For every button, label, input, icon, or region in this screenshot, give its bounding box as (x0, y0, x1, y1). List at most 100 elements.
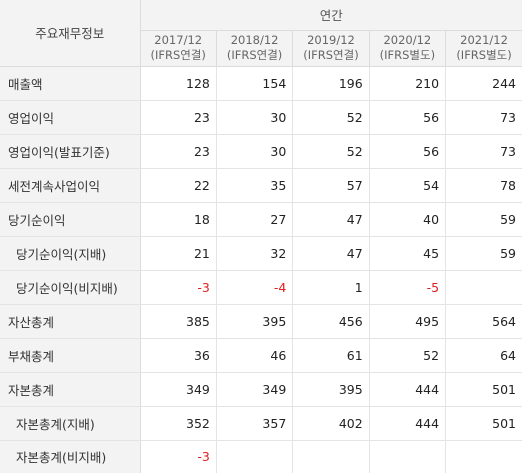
value-cell: 54 (369, 168, 447, 203)
value-cell (216, 440, 294, 473)
value-cell: 456 (292, 304, 370, 339)
annual-group-label: 연간 (140, 0, 522, 31)
table-row: 영업이익 23 30 52 56 73 (0, 100, 522, 135)
value-cell: 349 (140, 372, 217, 407)
column-header-2020-12: 2020/12 (IFRS별도) (369, 30, 447, 67)
value-cell: -4 (216, 270, 294, 305)
value-cell: 59 (445, 236, 522, 271)
table-row: 자본총계(비지배) -3 (0, 440, 522, 473)
row-label[interactable]: 영업이익 (0, 100, 141, 135)
column-period: 2021/12 (460, 33, 508, 47)
column-period: 2020/12 (383, 33, 432, 47)
value-cell: 61 (292, 338, 370, 373)
value-cell: 64 (445, 338, 522, 373)
value-cell: 501 (445, 372, 522, 407)
value-cell: 128 (140, 66, 217, 101)
value-cell: 40 (369, 202, 447, 237)
value-cell: -3 (140, 270, 217, 305)
value-cell: 349 (216, 372, 294, 407)
value-cell: 1 (292, 270, 370, 305)
value-cell: 27 (216, 202, 294, 237)
table-row: 자산총계 385 395 456 495 564 (0, 304, 522, 339)
table-header: 주요재무정보 연간 2017/12 (IFRS연결) 2018/12 (IFRS연결)… (0, 0, 522, 67)
column-basis: (IFRS연결) (226, 48, 283, 62)
value-cell (369, 440, 447, 473)
value-cell: 78 (445, 168, 522, 203)
table-body: 매출액 128 154 196 210 244 영업이익 23 30 52 56 73 영업이익(발표기… (0, 66, 522, 473)
table-row: 당기순이익 18 27 47 40 59 (0, 202, 522, 237)
table-row: 자본총계(지배) 352 357 402 444 501 (0, 406, 522, 441)
value-cell: 56 (369, 100, 447, 135)
value-cell: 210 (369, 66, 447, 101)
value-cell: 57 (292, 168, 370, 203)
table-row: 자본총계 349 349 395 444 501 (0, 372, 522, 407)
row-label[interactable]: 자본총계(지배) (0, 406, 141, 441)
value-cell: 45 (369, 236, 447, 271)
table-row: 부채총계 36 46 61 52 64 (0, 338, 522, 373)
column-basis: (IFRS별도) (379, 48, 436, 62)
row-label[interactable]: 자산총계 (0, 304, 141, 339)
value-cell: 564 (445, 304, 522, 339)
value-cell: 495 (369, 304, 447, 339)
value-cell: 395 (216, 304, 294, 339)
column-basis: (IFRS별도) (456, 48, 512, 62)
value-cell: 32 (216, 236, 294, 271)
column-period: 2019/12 (307, 33, 355, 47)
row-label[interactable]: 영업이익(발표기준) (0, 134, 141, 169)
value-cell: 52 (292, 134, 370, 169)
value-cell: 395 (292, 372, 370, 407)
column-header-2021-12: 2021/12 (IFRS별도) (445, 30, 522, 67)
value-cell: 501 (445, 406, 522, 441)
row-label[interactable]: 당기순이익(비지배) (0, 270, 141, 305)
value-cell: 244 (445, 66, 522, 101)
value-cell (445, 270, 522, 305)
row-label[interactable]: 당기순이익 (0, 202, 141, 237)
column-period: 2017/12 (154, 33, 203, 47)
value-cell: 22 (140, 168, 217, 203)
row-label[interactable]: 당기순이익(지배) (0, 236, 141, 271)
value-cell: 36 (140, 338, 217, 373)
value-cell: 52 (369, 338, 447, 373)
value-cell: 196 (292, 66, 370, 101)
value-cell (445, 440, 522, 473)
table-row: 당기순이익(비지배) -3 -4 1 -5 (0, 270, 522, 305)
value-cell: 18 (140, 202, 217, 237)
value-cell: 444 (369, 372, 447, 407)
value-cell: 56 (369, 134, 447, 169)
column-header-2017-12: 2017/12 (IFRS연결) (140, 30, 217, 67)
value-cell: 47 (292, 202, 370, 237)
value-cell: 73 (445, 100, 522, 135)
value-cell: 73 (445, 134, 522, 169)
row-label[interactable]: 매출액 (0, 66, 141, 101)
value-cell: 357 (216, 406, 294, 441)
row-label[interactable]: 자본총계 (0, 372, 141, 407)
value-cell: 444 (369, 406, 447, 441)
table-row: 영업이익(발표기준) 23 30 52 56 73 (0, 134, 522, 169)
value-cell (292, 440, 370, 473)
value-cell: 35 (216, 168, 294, 203)
row-label[interactable]: 부채총계 (0, 338, 141, 373)
row-label[interactable]: 자본총계(비지배) (0, 440, 141, 473)
value-cell: 23 (140, 134, 217, 169)
column-header-2018-12: 2018/12 (IFRS연결) (216, 30, 294, 67)
value-cell: 30 (216, 100, 294, 135)
row-label[interactable]: 세전계속사업이익 (0, 168, 141, 203)
value-cell: 23 (140, 100, 217, 135)
column-period: 2018/12 (230, 33, 279, 47)
value-cell: 47 (292, 236, 370, 271)
value-cell: 402 (292, 406, 370, 441)
table-row: 매출액 128 154 196 210 244 (0, 66, 522, 101)
table-row: 세전계속사업이익 22 35 57 54 78 (0, 168, 522, 203)
value-cell: 30 (216, 134, 294, 169)
value-cell: 21 (140, 236, 217, 271)
value-cell: 352 (140, 406, 217, 441)
value-cell: 385 (140, 304, 217, 339)
value-cell: -5 (369, 270, 447, 305)
value-cell: 59 (445, 202, 522, 237)
value-cell: 46 (216, 338, 294, 373)
value-cell: -3 (140, 440, 217, 473)
column-basis: (IFRS연결) (150, 48, 206, 62)
table-row: 당기순이익(지배) 21 32 47 45 59 (0, 236, 522, 271)
value-cell: 154 (216, 66, 294, 101)
